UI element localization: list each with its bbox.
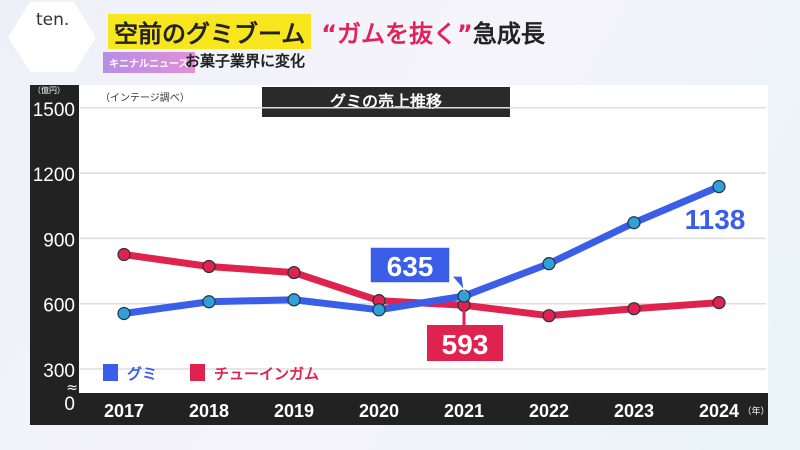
chart-title: グミの売上推移: [262, 87, 510, 117]
x-tick-label: 2020: [359, 401, 399, 421]
x-axis-band: [79, 393, 768, 425]
x-unit: （年）: [742, 405, 769, 417]
data-point: [372, 303, 386, 317]
data-point: [542, 309, 556, 323]
data-point: [117, 247, 131, 262]
headline-highlight: 空前のグミブーム: [108, 13, 312, 49]
y-tick-label: 1500: [33, 100, 75, 121]
x-tick-label: 2018: [189, 401, 229, 421]
legend-label: チューインガム: [214, 365, 319, 383]
x-tick-label: 2024: [699, 401, 739, 421]
callout-box: [427, 325, 503, 361]
data-point: [712, 179, 726, 194]
segment-tag: キニナルニュース: [103, 52, 195, 73]
logo-text: ten.: [36, 10, 70, 30]
y-tick-label: 0: [64, 394, 75, 415]
x-tick-label: 2023: [614, 401, 654, 421]
series-line-0: [123, 183, 721, 317]
data-point: [287, 293, 301, 307]
axis-break-icon: ≈: [66, 380, 78, 396]
data-point: [457, 289, 471, 303]
end-value-label: 1138: [685, 204, 746, 235]
x-tick-label: 2022: [529, 401, 569, 421]
callout-box: [369, 246, 451, 284]
y-tick-label: 600: [43, 296, 75, 317]
data-point: [627, 216, 641, 230]
y-tick-label: 900: [43, 230, 75, 251]
data-point: [202, 259, 216, 274]
headline: 空前のグミブーム “ガムを抜く” 急成長: [108, 13, 545, 49]
data-point: [542, 257, 556, 271]
callout-pointer: [450, 275, 465, 292]
data-point: [712, 296, 726, 310]
data-point: [287, 265, 301, 280]
x-tick-label: 2017: [104, 401, 144, 421]
data-point: [627, 302, 641, 316]
x-tick-label: 2019: [274, 401, 314, 421]
y-tick-label: 300: [43, 361, 75, 382]
headline-rest: 急成長: [472, 19, 545, 48]
callout-label: 593: [442, 329, 489, 360]
legend-swatch: [190, 364, 205, 381]
y-tick-label: 1200: [33, 165, 75, 186]
x-tick-label: 2021: [444, 401, 484, 421]
headline-quote: “ガムを抜く”: [321, 19, 473, 48]
data-point: [202, 295, 216, 309]
legend-label: グミ: [127, 365, 157, 383]
callout-label: 635: [387, 251, 434, 282]
source-note: （インテージ調べ）: [100, 93, 190, 104]
y-unit: （億円）: [33, 86, 65, 95]
data-point: [117, 306, 131, 321]
subtitle: お菓子業界に変化: [185, 52, 306, 70]
y-axis-band: [30, 85, 79, 425]
legend-swatch: [103, 364, 118, 381]
